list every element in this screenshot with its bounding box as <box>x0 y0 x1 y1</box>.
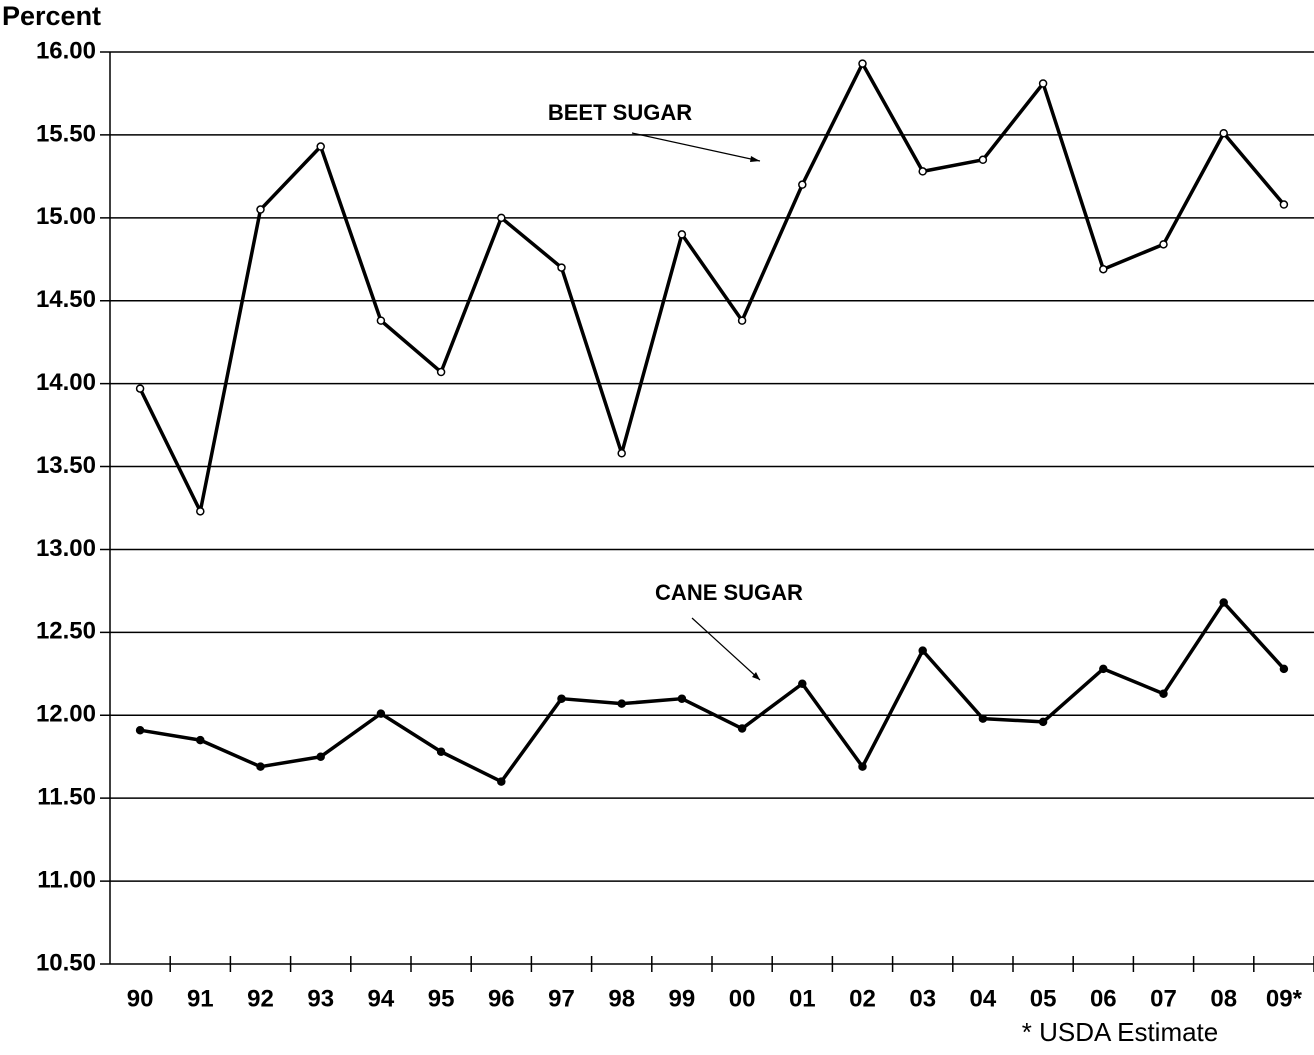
x-tick-label: 90 <box>127 985 154 1012</box>
point-marker <box>617 449 626 458</box>
y-tick-label: 12.00 <box>36 701 96 728</box>
point-marker <box>677 694 687 703</box>
point-marker <box>677 230 687 239</box>
series-annotation: BEET SUGAR <box>548 100 692 125</box>
series-line <box>138 61 1286 514</box>
annotation-arrow <box>631 132 761 162</box>
x-tick-label: 94 <box>368 985 395 1012</box>
point-marker <box>316 752 325 761</box>
y-tick-label: 14.50 <box>36 286 96 313</box>
x-tick-label: 97 <box>548 985 575 1012</box>
x-tick-label: 96 <box>488 985 515 1012</box>
point-marker <box>256 205 265 214</box>
y-tick-label: 13.00 <box>36 535 96 562</box>
y-tick-label: 12.50 <box>36 618 96 645</box>
x-tick-label: 06 <box>1090 985 1117 1012</box>
point-marker <box>978 714 988 723</box>
x-tick-label: 00 <box>729 985 756 1012</box>
annotation-arrow <box>691 617 761 681</box>
arrow-head <box>752 672 760 680</box>
series-line <box>139 600 1286 784</box>
point-marker <box>858 762 867 771</box>
point-marker <box>557 263 566 272</box>
y-tick-label: 15.00 <box>36 203 96 230</box>
series-annotation: CANE SUGAR <box>655 580 803 605</box>
y-tick-label: 10.50 <box>36 949 96 976</box>
point-marker <box>918 167 927 176</box>
point-marker <box>798 180 807 189</box>
y-tick-label: 11.50 <box>37 784 96 811</box>
x-tick-label: 99 <box>669 985 696 1012</box>
point-marker <box>376 709 386 718</box>
point-marker <box>978 155 988 165</box>
point-marker <box>256 762 265 771</box>
x-tick-label: 08 <box>1210 985 1237 1012</box>
point-marker <box>1038 79 1048 88</box>
point-marker <box>316 142 325 151</box>
point-marker <box>1219 129 1228 138</box>
point-marker <box>436 367 446 377</box>
x-tick-label: 07 <box>1150 985 1177 1012</box>
point-marker <box>135 725 145 735</box>
x-tick-label: 09* <box>1266 985 1303 1012</box>
point-marker <box>1219 598 1228 607</box>
point-marker <box>1099 264 1108 274</box>
arrow-head <box>750 156 760 162</box>
footnote: * USDA Estimate <box>1022 1017 1219 1047</box>
point-marker <box>1279 200 1289 209</box>
x-tick-label: 04 <box>970 985 997 1012</box>
point-marker <box>1038 717 1048 727</box>
point-marker <box>1099 664 1108 674</box>
y-tick-label: 15.50 <box>36 120 96 147</box>
point-marker <box>737 724 747 733</box>
point-marker <box>918 646 927 655</box>
point-marker <box>135 384 145 393</box>
point-marker <box>1279 664 1289 674</box>
x-tick-label: 98 <box>608 985 635 1012</box>
point-marker <box>798 679 807 689</box>
point-marker <box>376 316 386 325</box>
point-marker <box>497 213 506 223</box>
y-tick-label: 11.00 <box>37 866 96 893</box>
x-tick-label: 92 <box>247 985 274 1012</box>
y-tick-label: 14.00 <box>36 369 96 396</box>
y-tick-label: 16.00 <box>36 37 96 64</box>
x-tick-label: 02 <box>849 985 876 1012</box>
x-tick-label: 93 <box>307 985 334 1012</box>
point-marker <box>617 699 626 708</box>
point-marker <box>1159 240 1168 249</box>
point-marker <box>196 507 205 516</box>
x-tick-label: 05 <box>1030 985 1057 1012</box>
y-axis-title: Percent <box>2 1 101 31</box>
point-marker <box>436 747 446 757</box>
x-tick-label: 03 <box>909 985 936 1012</box>
point-marker <box>196 735 205 745</box>
point-marker <box>557 694 566 703</box>
point-marker <box>1159 689 1168 698</box>
point-marker <box>497 777 506 786</box>
x-tick-label: 91 <box>187 985 214 1012</box>
point-marker <box>858 59 867 68</box>
y-tick-label: 13.50 <box>36 452 96 479</box>
x-tick-label: 01 <box>789 985 816 1012</box>
point-marker <box>737 316 747 325</box>
x-tick-label: 95 <box>428 985 455 1012</box>
